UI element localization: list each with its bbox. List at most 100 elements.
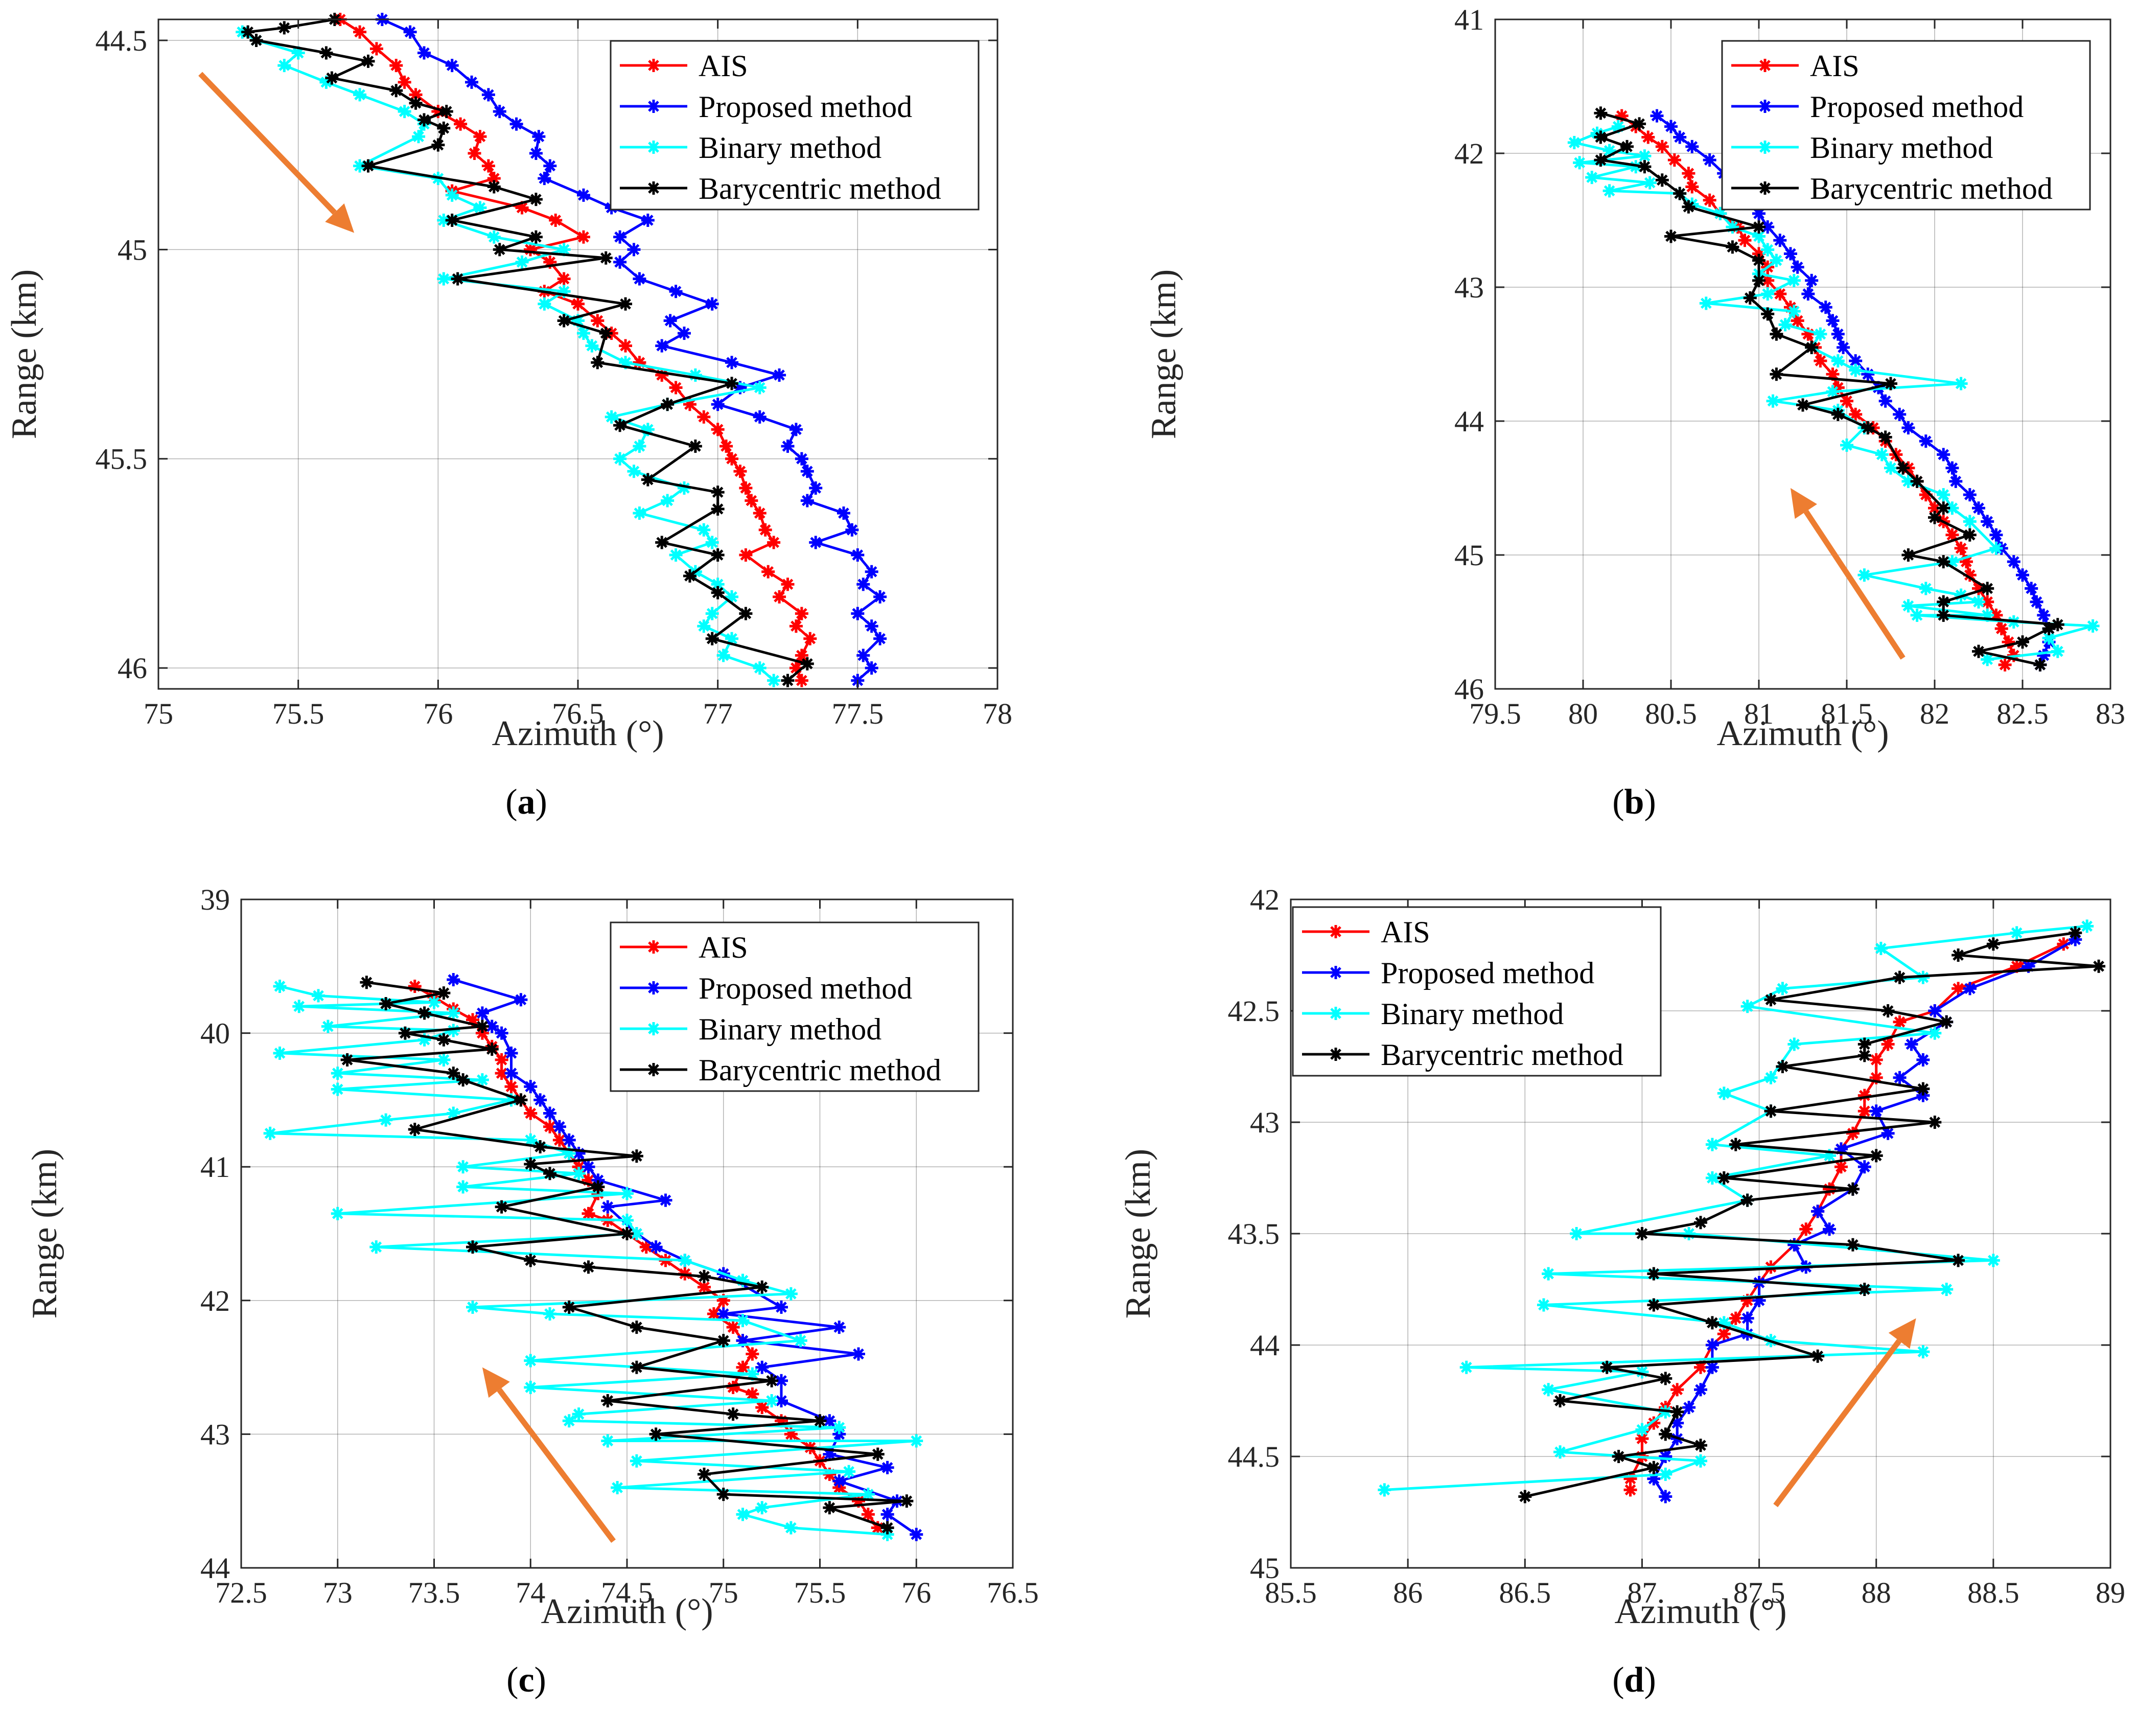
data-point bbox=[524, 1106, 538, 1120]
data-point bbox=[627, 465, 641, 478]
data-point bbox=[1928, 501, 1941, 515]
legend-label: AIS bbox=[699, 931, 748, 964]
asterisk-marker bbox=[543, 1307, 556, 1321]
asterisk-marker bbox=[562, 1147, 576, 1161]
data-point bbox=[437, 986, 451, 1000]
legend-marker bbox=[1329, 966, 1342, 979]
data-point bbox=[800, 465, 814, 478]
data-point bbox=[1952, 948, 1965, 962]
data-point bbox=[663, 314, 677, 328]
asterisk-marker bbox=[468, 147, 481, 160]
asterisk-marker bbox=[1787, 273, 1801, 287]
asterisk-marker bbox=[795, 649, 808, 662]
asterisk-marker bbox=[725, 377, 739, 390]
data-point bbox=[562, 1147, 576, 1161]
asterisk-marker bbox=[630, 1454, 643, 1468]
data-point bbox=[1837, 340, 1850, 354]
arrow-shaft bbox=[1773, 1339, 1901, 1508]
data-point bbox=[832, 1321, 846, 1334]
asterisk-marker bbox=[319, 75, 333, 89]
asterisk-marker bbox=[1981, 653, 1994, 666]
asterisk-marker bbox=[1837, 340, 1850, 354]
data-point bbox=[1814, 354, 1827, 368]
data-point bbox=[398, 105, 411, 119]
legend-label: Binary method bbox=[699, 131, 881, 165]
x-tick-label: 87 bbox=[1627, 1576, 1657, 1609]
asterisk-marker bbox=[641, 214, 655, 227]
asterisk-marker bbox=[1659, 1490, 1673, 1503]
data-point bbox=[1937, 448, 1950, 461]
asterisk-marker bbox=[437, 214, 451, 227]
data-point bbox=[1729, 1311, 1743, 1325]
asterisk-marker bbox=[1910, 608, 1924, 622]
data-point bbox=[605, 410, 618, 424]
y-tick-label: 44.5 bbox=[96, 24, 148, 57]
asterisk-marker bbox=[1573, 156, 1587, 170]
asterisk-marker bbox=[716, 1334, 730, 1348]
data-point bbox=[705, 632, 719, 645]
data-point bbox=[1773, 287, 1787, 301]
data-point bbox=[1823, 1182, 1837, 1196]
asterisk-marker bbox=[1738, 234, 1752, 247]
data-point bbox=[753, 410, 766, 424]
asterisk-marker bbox=[585, 339, 599, 353]
asterisk-marker bbox=[1594, 130, 1608, 144]
asterisk-marker bbox=[795, 674, 808, 687]
asterisk-marker bbox=[781, 577, 795, 591]
data-point bbox=[865, 661, 878, 675]
data-point bbox=[2051, 644, 2064, 658]
data-point bbox=[1752, 206, 1766, 220]
data-point bbox=[572, 1167, 586, 1181]
asterisk-marker bbox=[2010, 959, 2024, 973]
asterisk-marker bbox=[2069, 926, 2082, 940]
asterisk-marker bbox=[1881, 1126, 1895, 1140]
asterisk-marker bbox=[800, 494, 814, 507]
data-point bbox=[880, 1461, 894, 1474]
x-tick-label: 73 bbox=[323, 1576, 353, 1609]
asterisk-marker bbox=[321, 1020, 335, 1033]
data-point bbox=[1945, 555, 1959, 569]
asterisk-marker bbox=[1650, 109, 1664, 123]
asterisk-marker bbox=[865, 565, 878, 578]
data-point bbox=[1994, 622, 2008, 636]
data-point bbox=[1659, 1427, 1673, 1441]
data-point bbox=[1664, 120, 1678, 133]
data-point bbox=[514, 1093, 528, 1107]
asterisk-marker bbox=[529, 193, 543, 206]
asterisk-marker bbox=[739, 548, 753, 562]
asterisk-marker bbox=[445, 59, 459, 73]
asterisk-marker bbox=[1537, 1298, 1550, 1312]
data-point bbox=[1594, 130, 1608, 144]
data-point bbox=[630, 1227, 643, 1240]
data-point bbox=[1602, 184, 1616, 198]
asterisk-marker bbox=[2042, 622, 2056, 636]
asterisk-marker bbox=[1916, 1345, 1930, 1359]
data-point bbox=[447, 1106, 460, 1120]
data-point bbox=[784, 1287, 798, 1301]
data-point bbox=[1811, 1205, 1825, 1218]
legend-marker bbox=[647, 59, 660, 72]
data-point bbox=[319, 75, 333, 89]
asterisk-marker bbox=[880, 1521, 894, 1535]
asterisk-marker bbox=[633, 272, 646, 286]
data-point bbox=[409, 96, 423, 110]
asterisk-marker bbox=[1945, 528, 1959, 542]
data-point bbox=[1801, 327, 1815, 341]
legend-label: Proposed method bbox=[1381, 956, 1594, 990]
data-point bbox=[543, 159, 557, 173]
data-point bbox=[800, 494, 814, 507]
data-point bbox=[369, 1240, 383, 1254]
asterisk-marker bbox=[1954, 377, 1968, 390]
legend-entry: Proposed method bbox=[620, 90, 912, 124]
asterisk-marker bbox=[767, 536, 781, 549]
legend-entry: AIS bbox=[620, 931, 748, 964]
data-point bbox=[353, 88, 367, 102]
asterisk-marker bbox=[711, 577, 725, 591]
data-point bbox=[379, 1113, 393, 1127]
data-point bbox=[456, 1073, 470, 1087]
asterisk-marker bbox=[398, 1026, 412, 1040]
data-point bbox=[417, 46, 431, 60]
legend-entry: AIS bbox=[620, 49, 748, 83]
asterisk-marker bbox=[331, 1207, 344, 1220]
